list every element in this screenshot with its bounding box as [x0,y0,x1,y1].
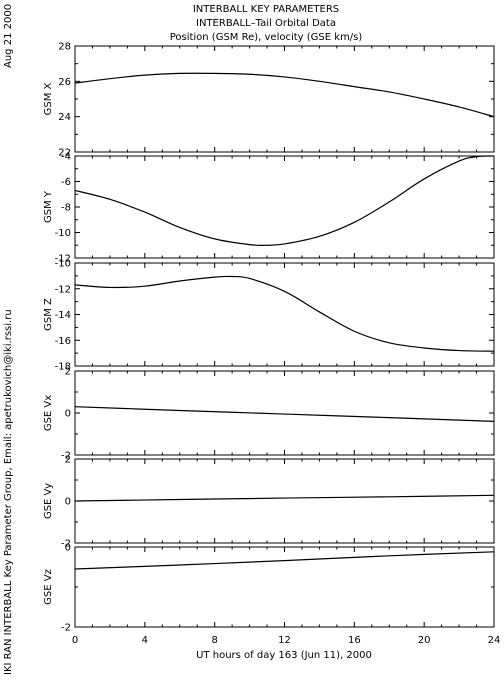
panel-6-ylabel: GSE Vz [43,569,54,605]
panel-5-ytick-label: 2 [65,455,71,466]
credit-line: IKI RAN INTERBALL Key Parameter Group, E… [3,309,14,675]
chart-header: INTERBALL KEY PARAMETERS INTERBALL–Tail … [170,4,363,43]
panel-3-ytick-label: -18 [55,362,71,373]
panel-1-ylabel: GSM X [43,82,54,115]
chart-title-line-1: INTERBALL KEY PARAMETERS [193,4,339,15]
panel-6-ytick-label: -2 [61,623,71,634]
panel-4-ytick-label: 0 [65,409,71,420]
x-tick-label: 20 [418,635,431,646]
panel-2-ylabel: GSM Y [43,190,54,223]
panel-4-frame [74,370,495,456]
x-tick-label: 24 [488,635,501,646]
panel-1-ytick-label: 22 [58,148,71,159]
x-tick-label: 16 [348,635,361,646]
panel-5-frame [74,458,495,544]
panel-4-series-line [74,406,495,422]
panel-1-series-line [74,72,495,118]
panel-1-ytick-label: 26 [58,77,71,88]
panel-4-ylabel: GSE Vx [43,395,54,431]
panel-3-ytick-label: -12 [55,284,71,295]
panel-6-series-line [74,551,495,570]
x-tick-label: 0 [72,635,78,646]
panel-3-series-line [74,275,495,352]
panel-4-ytick-label: 2 [65,367,71,378]
panel-6-frame [74,546,495,628]
x-tick-label: 12 [278,635,291,646]
panel-2-ytick-label: -12 [55,254,71,265]
panel-5-ytick-label: -2 [61,539,71,550]
panel-2-ytick-label: -4 [61,152,71,163]
x-axis-label: UT hours of day 163 (Jun 11), 2000 [196,650,372,661]
panel-3-ylabel: GSM Z [43,298,54,331]
x-tick-label: 4 [142,635,148,646]
panel-2-ytick-label: -10 [55,228,71,239]
panel-2-frame [74,155,495,259]
panel-5-ytick-label: 0 [65,497,71,508]
panel-3-ytick-label: -16 [55,336,71,347]
date-stamp: Aug 21 2000 [3,4,14,68]
panel-3-ytick-label: -14 [55,310,71,321]
panel-3-frame [74,262,495,367]
panel-5-series-line [74,494,495,502]
panel-2-ytick-label: -8 [61,203,71,214]
chart-title-line-2: INTERBALL–Tail Orbital Data [196,18,336,29]
x-tick-label: 8 [211,635,217,646]
panel-1-ytick-label: 24 [58,112,71,123]
panel-3-ytick-label: -10 [55,259,71,270]
panel-5-ylabel: GSE Vy [43,483,54,519]
panel-2-ytick-label: -6 [61,177,71,188]
chart-title-line-3: Position (GSM Re), velocity (GSE km/s) [170,32,363,43]
panel-2-series-line [74,155,495,246]
panel-1-ytick-label: 28 [58,42,71,53]
panel-1-frame [74,45,495,153]
panel-4-ytick-label: -2 [61,451,71,462]
panel-6-ytick-label: 0 [65,543,71,554]
